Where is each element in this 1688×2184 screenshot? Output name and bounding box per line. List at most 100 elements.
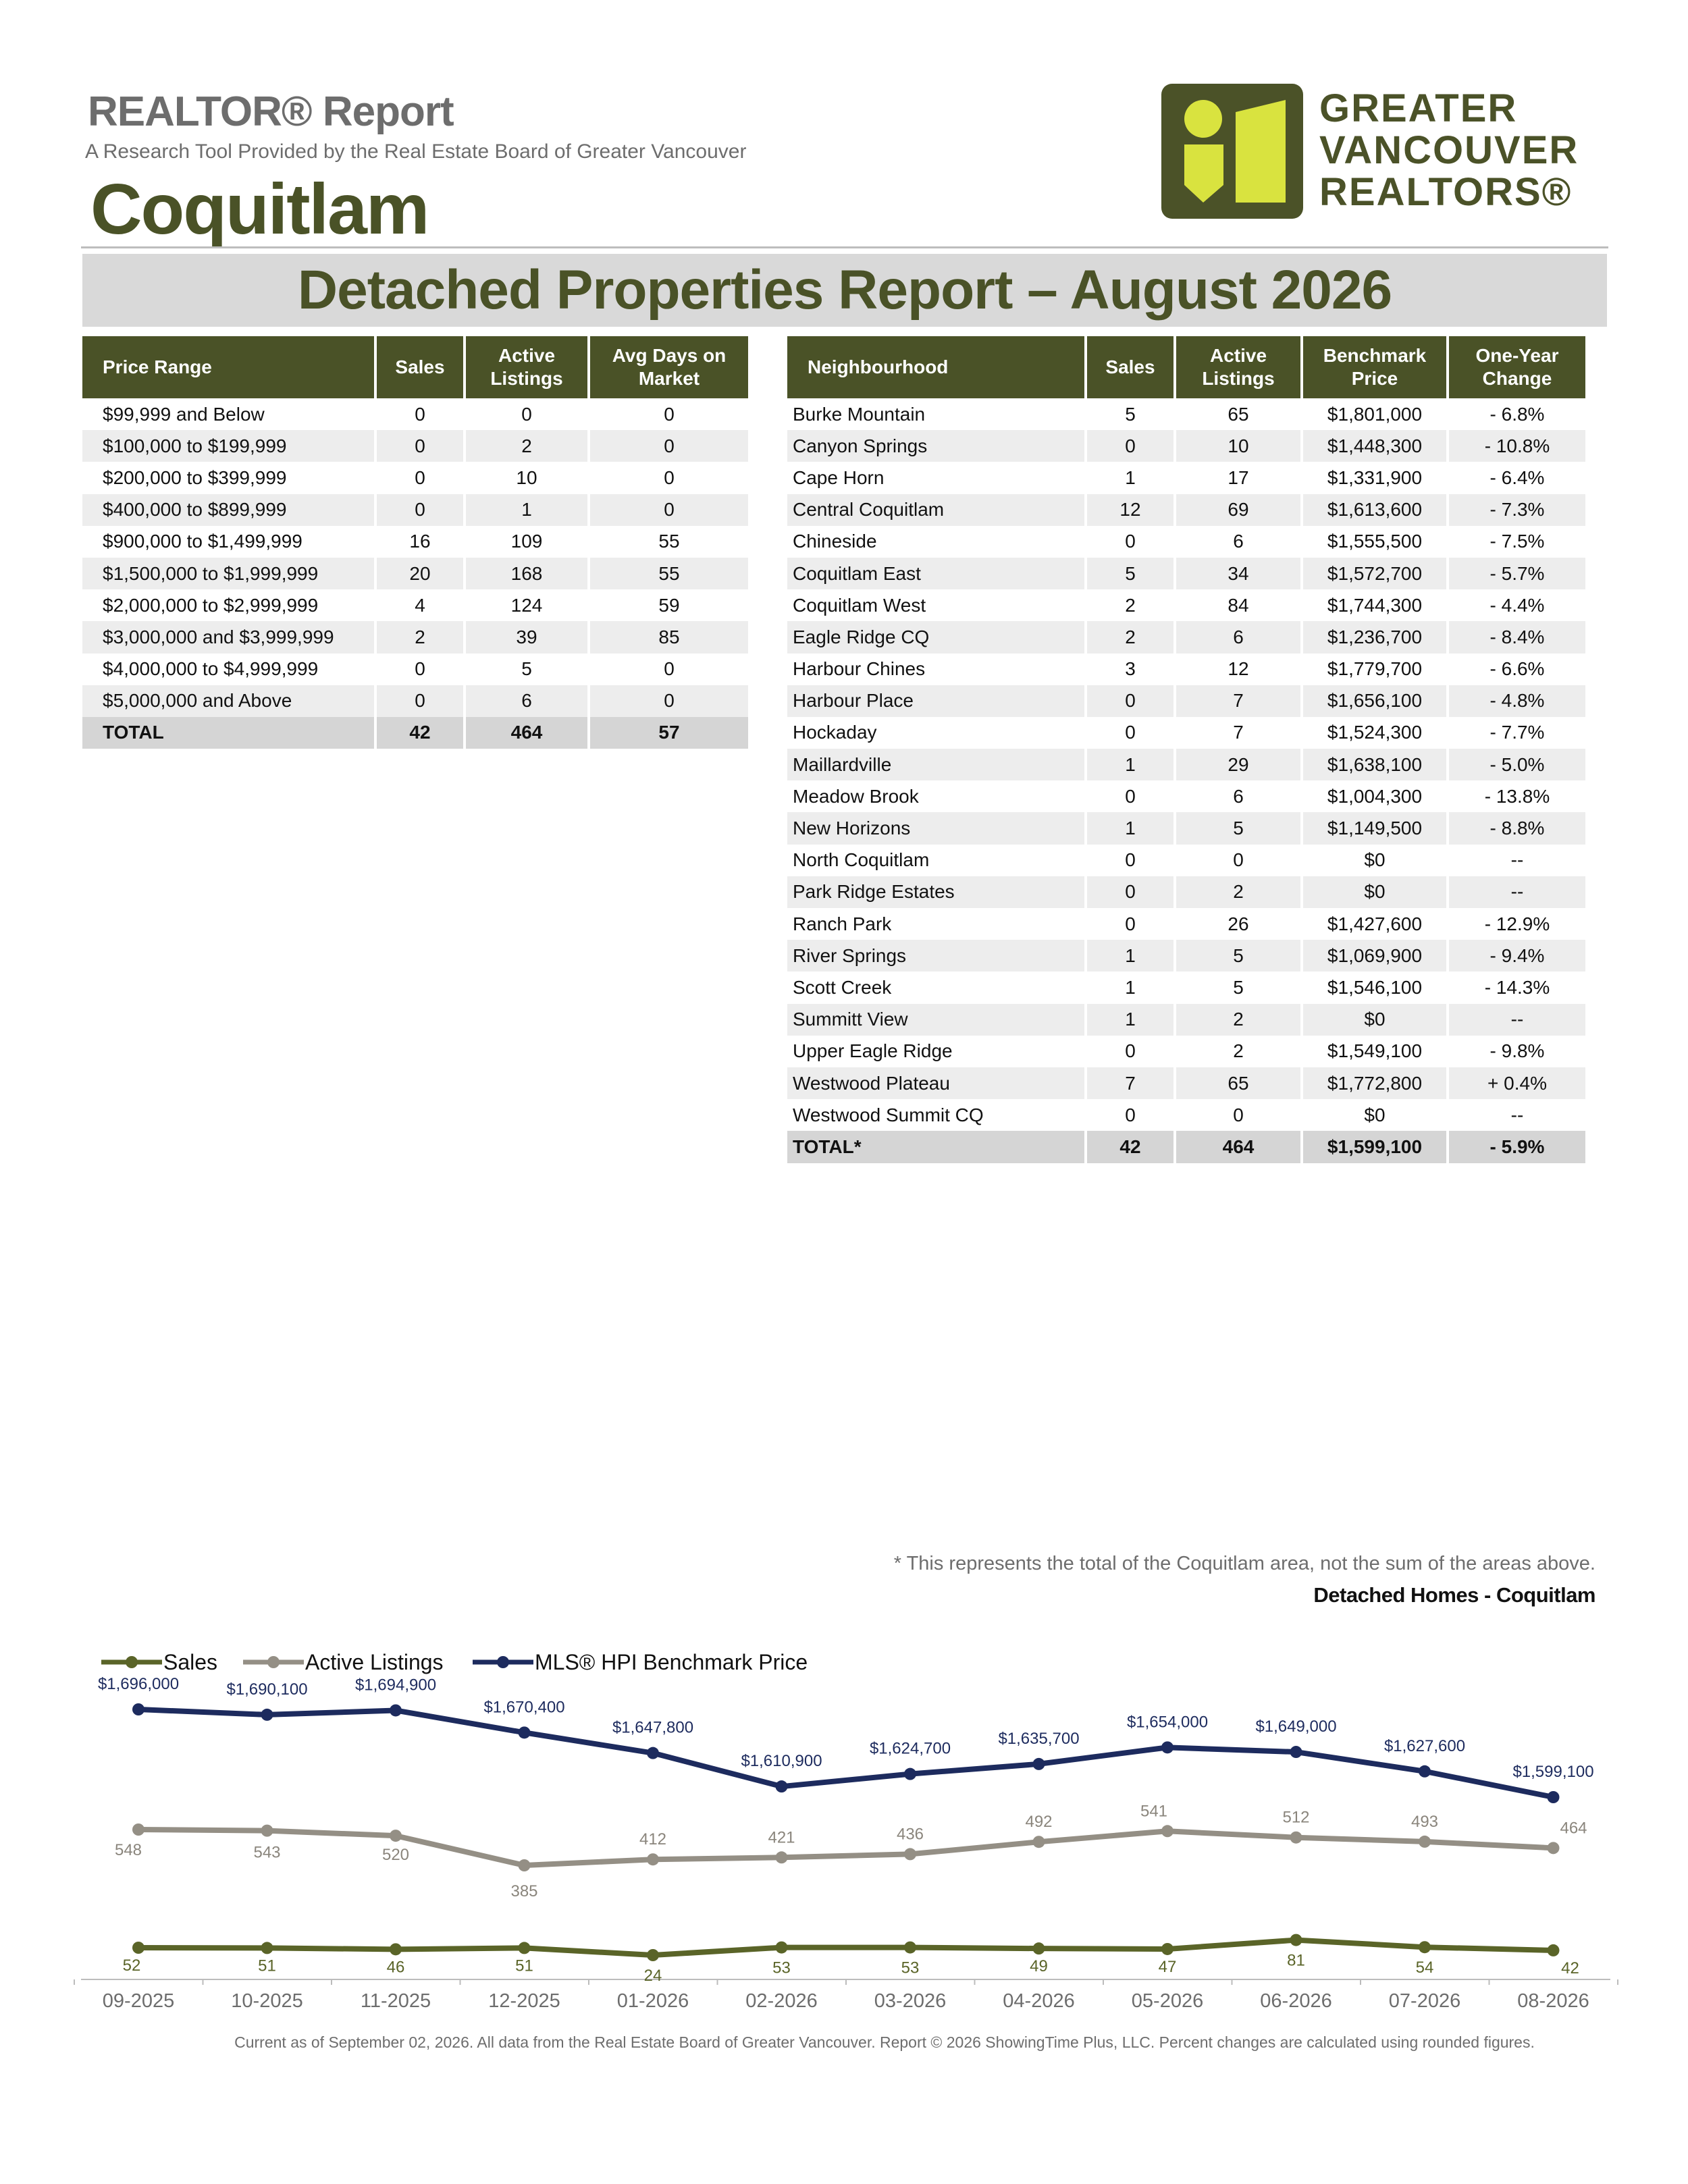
sales-point (904, 1941, 916, 1954)
active-listings-label: 512 (1282, 1809, 1309, 1827)
table-cell-sales: 1 (1087, 1003, 1173, 1036)
table-cell-sales: 1 (1125, 976, 1136, 998)
active-listings-point (1032, 1836, 1045, 1848)
table-row: Westwood Plateau 7 65 $1,772,800 + 0.4% (787, 1067, 1585, 1100)
benchmark-price-label: $1,635,700 (998, 1730, 1079, 1748)
sales-point (390, 1943, 402, 1956)
table-row: $4,000,000 to $4,999,999 0 5 0 (82, 654, 748, 685)
table-cell-neighbourhood: Harbour Chines (793, 658, 926, 680)
legend-label: Active Listings (305, 1650, 444, 1674)
active-listings-label: 541 (1140, 1802, 1167, 1820)
table-row: Westwood Summit CQ 0 0 $0 -- (787, 1099, 1585, 1131)
active-listings-label: 520 (382, 1846, 409, 1864)
sales-label: 51 (258, 1956, 276, 1975)
table-cell-sales: 2 (1087, 621, 1173, 654)
x-tick-label: 10-2025 (231, 1990, 302, 2012)
sales-label: 54 (1416, 1959, 1434, 1977)
benchmark-price-point (775, 1780, 788, 1793)
table-cell-sales: 2 (1125, 594, 1136, 616)
table-cell-active-listings: 0 (1233, 849, 1244, 871)
sales-label: 49 (1030, 1957, 1048, 1975)
legend-marker (267, 1656, 280, 1668)
table-cell-benchmark-price: $0 (1303, 1003, 1446, 1036)
report-subtitle: A Research Tool Provided by the Real Est… (85, 140, 747, 163)
report-heading-band: Detached Properties Report – August 2026 (82, 254, 1607, 327)
table-cell-neighbourhood: New Horizons (787, 812, 1084, 845)
table-cell-active-listings: 39 (466, 621, 587, 654)
x-tick-label: 08-2026 (1517, 1990, 1589, 2012)
table-cell-avg-days: 0 (664, 467, 675, 488)
active-listings-point (1290, 1831, 1302, 1844)
benchmark-price-label: $1,696,000 (98, 1675, 179, 1693)
table-cell-neighbourhood: Summitt View (787, 1003, 1084, 1036)
table-cell-price-range: $3,000,000 and $3,999,999 (82, 621, 374, 654)
sales-label: 52 (123, 1956, 141, 1975)
table-cell-avg-days: 55 (590, 557, 748, 590)
sales-point (1161, 1942, 1173, 1955)
table-cell-active-listings: 2 (1176, 1003, 1300, 1036)
table-cell-active-listings: 7 (1233, 722, 1244, 743)
col-sales: Sales (377, 336, 463, 398)
table-cell-sales: 16 (409, 531, 431, 552)
table-cell-avg-days: 0 (664, 658, 675, 680)
active-listings-line (136, 1827, 1556, 1868)
benchmark-price-label: $1,670,400 (483, 1698, 564, 1716)
table-cell-neighbourhood: Harbour Place (787, 685, 1084, 717)
x-tick-label: 01-2026 (617, 1990, 689, 2012)
table-cell-benchmark-price: $1,638,100 (1303, 749, 1446, 781)
table-cell-one-year-change: -- (1510, 1104, 1524, 1125)
col-neighbourhood: Neighbourhood (787, 336, 1084, 398)
table-cell-avg-days: 0 (664, 403, 675, 425)
table-cell-one-year-change: - 14.3% (1484, 976, 1550, 998)
table-row: $200,000 to $399,999 0 10 0 (82, 462, 748, 494)
table-cell-active-listings: 5 (521, 658, 532, 680)
trend-chart: 09-2025 10-2025 11-2025 12-2025 01-2026 02-20… (74, 1650, 1618, 2012)
table-row: Canyon Springs 0 10 $1,448,300- 10.8% (787, 430, 1585, 462)
area-name: Coquitlam (90, 169, 429, 249)
table-cell-price-range: $100,000 to $199,999 (82, 430, 374, 462)
table-cell-active-listings: 34 (1176, 557, 1300, 590)
sales-point (132, 1942, 144, 1954)
table-cell-active-listings: 5 (1176, 812, 1300, 845)
total-cell-active-listings: 464 (466, 716, 587, 749)
active-listings-label: 421 (768, 1828, 795, 1846)
sales-label: 24 (644, 1967, 662, 1985)
x-tick-label: 11-2025 (361, 1990, 431, 2012)
table-cell-one-year-change: -- (1449, 1003, 1585, 1036)
table-cell-price-range: $99,999 and Below (103, 403, 265, 425)
table-row: Central Coquitlam 12 69 $1,613,600- 7.3% (787, 494, 1585, 526)
x-tick-label: 06-2026 (1260, 1990, 1331, 2012)
table-cell-sales: 0 (415, 467, 425, 488)
table-cell-one-year-change: - 8.4% (1449, 621, 1585, 654)
table-cell-price-range: $2,000,000 to $2,999,999 (103, 594, 319, 616)
benchmark-price-point (518, 1726, 531, 1739)
table-cell-benchmark-price: $1,546,100 (1327, 976, 1423, 998)
table-cell-active-listings: 168 (466, 557, 587, 590)
active-listings-label: 543 (253, 1844, 280, 1862)
table-cell-price-range: $1,500,000 to $1,999,999 (82, 557, 374, 590)
table-cell-sales: 4 (415, 594, 425, 616)
table-row: New Horizons 1 5 $1,149,500- 8.8% (787, 812, 1585, 845)
benchmark-price-label: $1,690,100 (226, 1680, 307, 1699)
table-cell-active-listings: 2 (1176, 876, 1300, 908)
benchmark-price-label: $1,694,900 (355, 1676, 436, 1694)
table-cell-avg-days: 0 (590, 685, 748, 717)
active-listings-point (261, 1824, 273, 1837)
table-cell-active-listings: 65 (1176, 1067, 1300, 1100)
table-cell-benchmark-price: $1,149,500 (1303, 812, 1446, 845)
table-cell-sales: 0 (1087, 876, 1173, 908)
table-cell-active-listings: 0 (521, 403, 532, 425)
table-cell-one-year-change: - 7.5% (1489, 531, 1545, 552)
benchmark-price-point (132, 1703, 144, 1715)
table-row: Hockaday 0 7 $1,524,300 - 7.7% (787, 717, 1585, 749)
table-cell-sales: 7 (1087, 1067, 1173, 1100)
table-cell-neighbourhood: Burke Mountain (793, 403, 926, 425)
table-row: Harbour Chines 3 12 $1,779,700 - 6.6% (787, 654, 1585, 685)
table-cell-one-year-change: - 9.4% (1449, 940, 1585, 972)
table-cell-neighbourhood: Upper Eagle Ridge (793, 1040, 953, 1062)
table-cell-sales: 0 (1087, 430, 1173, 462)
neighbourhood-table-header: Neighbourhood Sales Active Listings Benc… (787, 336, 1585, 398)
table-cell-one-year-change: - 4.8% (1449, 685, 1585, 717)
table-cell-one-year-change: - 12.9% (1484, 913, 1550, 934)
price-table-body: $99,999 and Below 0 0 0 $100,000 to $199,999… (82, 398, 748, 749)
